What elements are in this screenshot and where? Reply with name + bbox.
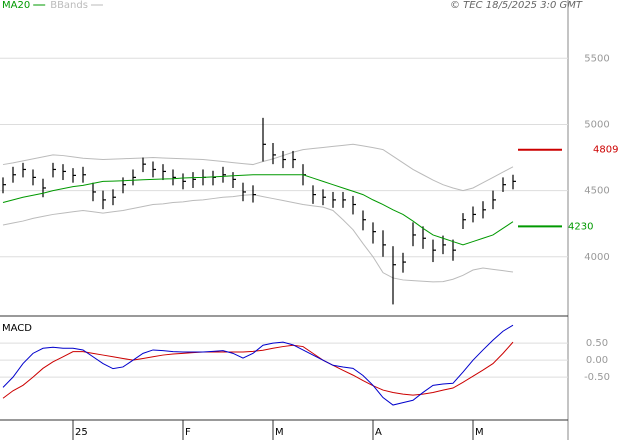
ma-line <box>2 174 514 246</box>
panel-title: MACD <box>2 323 32 334</box>
y-tick-label: 0.50 <box>586 338 608 349</box>
y-tick-label: 5000 <box>584 119 609 130</box>
level-label: 4230 <box>568 221 593 232</box>
level-label: 4809 <box>593 145 618 156</box>
band-line <box>2 143 514 192</box>
y-tick-label: -0.50 <box>584 372 610 383</box>
y-tick-label: 4500 <box>584 186 609 197</box>
x-tick-label: M <box>275 427 284 438</box>
x-tick-label: M <box>475 427 484 438</box>
macd-line <box>2 341 514 399</box>
y-tick-label: 0.00 <box>586 355 608 366</box>
legend-label: BBands <box>50 0 88 11</box>
legend-label: MA20 <box>2 0 30 11</box>
band-line <box>2 194 514 283</box>
x-tick-label: F <box>185 427 191 438</box>
source-note: © TEC 18/5/2025 3:0 GMT <box>450 0 583 11</box>
y-tick-label: 4000 <box>584 252 609 263</box>
x-tick-label: A <box>375 427 382 438</box>
x-tick-label: 25 <box>75 427 88 438</box>
macd-line <box>2 324 514 406</box>
y-tick-label: 5500 <box>584 53 609 64</box>
